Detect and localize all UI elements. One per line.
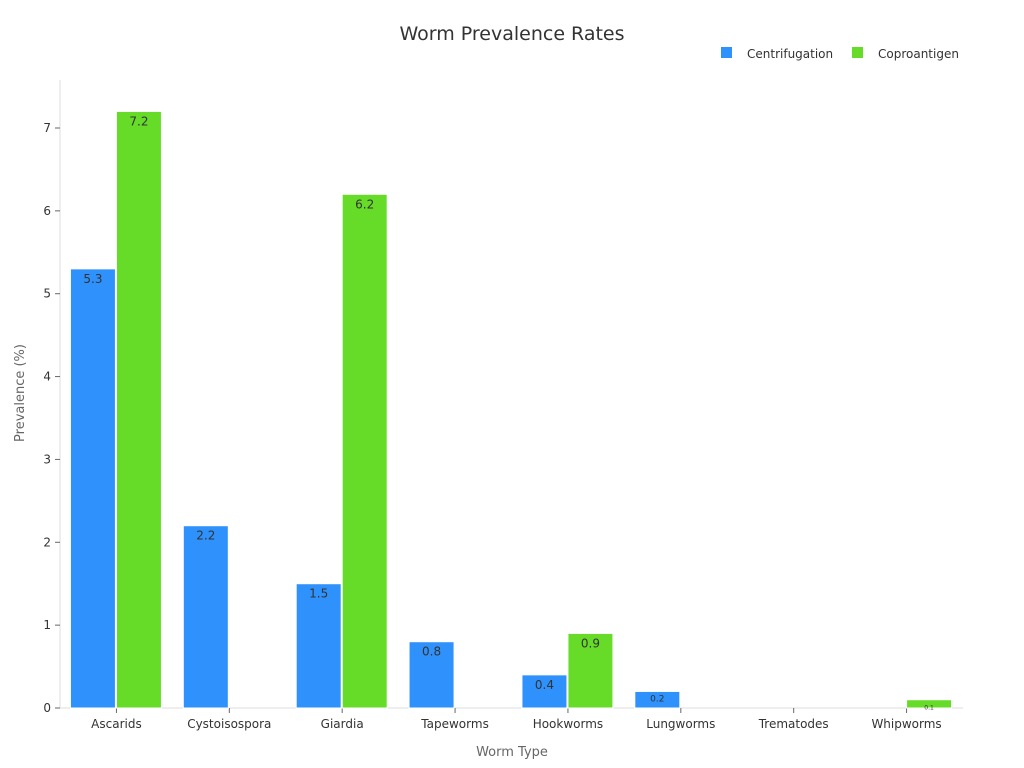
bar-centrifugation[interactable] bbox=[408, 641, 455, 709]
x-tick-label: Giardia bbox=[321, 717, 364, 731]
data-label: 1.5 bbox=[309, 587, 328, 601]
data-label: 0.8 bbox=[422, 645, 441, 659]
data-label: 5.3 bbox=[83, 272, 102, 286]
data-label: 0.9 bbox=[581, 636, 600, 650]
bar-centrifugation[interactable] bbox=[634, 690, 681, 709]
y-tick-label: 7 bbox=[43, 121, 51, 135]
data-label: 2.2 bbox=[196, 529, 215, 543]
bar-centrifugation[interactable] bbox=[182, 525, 229, 709]
y-tick-label: 6 bbox=[43, 204, 51, 218]
bar-coproantigen[interactable] bbox=[906, 699, 953, 709]
x-tick-label: Whipworms bbox=[871, 717, 941, 731]
y-tick-label: 0 bbox=[43, 701, 51, 715]
bar-centrifugation[interactable] bbox=[295, 583, 342, 709]
x-tick-label: Hookworms bbox=[533, 717, 603, 731]
y-axis-label: Prevalence (%) bbox=[13, 344, 28, 442]
data-label: 0.1 bbox=[924, 705, 934, 712]
bar-coproantigen[interactable] bbox=[341, 193, 388, 709]
x-tick-label: Cystoisospora bbox=[187, 717, 271, 731]
y-tick-label: 1 bbox=[43, 618, 51, 632]
legend-swatch bbox=[852, 47, 863, 58]
legend-label[interactable]: Coproantigen bbox=[878, 47, 959, 61]
x-tick-label: Tapeworms bbox=[420, 717, 489, 731]
x-tick-label: Trematodes bbox=[758, 717, 829, 731]
bar-centrifugation[interactable] bbox=[69, 268, 116, 709]
y-tick-label: 3 bbox=[43, 452, 51, 466]
data-label: 6.2 bbox=[355, 197, 374, 211]
chart-title: Worm Prevalence Rates bbox=[399, 23, 624, 45]
x-tick-label: Ascarids bbox=[91, 717, 142, 731]
bar-coproantigen[interactable] bbox=[115, 110, 162, 709]
x-axis-label: Worm Type bbox=[476, 745, 548, 760]
y-tick-label: 5 bbox=[43, 287, 51, 301]
y-tick-label: 4 bbox=[43, 370, 51, 384]
bar-centrifugation[interactable] bbox=[521, 674, 568, 709]
legend-swatch bbox=[721, 47, 732, 58]
x-tick-label: Lungworms bbox=[646, 717, 715, 731]
legend-label[interactable]: Centrifugation bbox=[747, 47, 833, 61]
data-label: 0.2 bbox=[650, 694, 664, 704]
data-label: 0.4 bbox=[535, 678, 554, 692]
data-label: 7.2 bbox=[129, 114, 148, 128]
y-tick-label: 2 bbox=[43, 535, 51, 549]
bar-coproantigen[interactable] bbox=[567, 632, 614, 709]
